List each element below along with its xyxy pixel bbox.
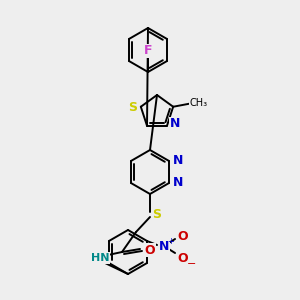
Text: N: N bbox=[173, 176, 183, 190]
Text: HN: HN bbox=[91, 253, 109, 263]
Text: O: O bbox=[178, 230, 188, 242]
Text: S: S bbox=[128, 101, 137, 114]
Text: N: N bbox=[170, 117, 180, 130]
Text: N: N bbox=[159, 239, 169, 253]
Text: −: − bbox=[186, 259, 196, 269]
Text: O: O bbox=[178, 251, 188, 265]
Text: O: O bbox=[145, 244, 155, 256]
Text: S: S bbox=[152, 208, 161, 220]
Text: N: N bbox=[173, 154, 183, 167]
Text: CH₃: CH₃ bbox=[189, 98, 207, 108]
Text: +: + bbox=[168, 236, 175, 245]
Text: F: F bbox=[144, 44, 152, 58]
